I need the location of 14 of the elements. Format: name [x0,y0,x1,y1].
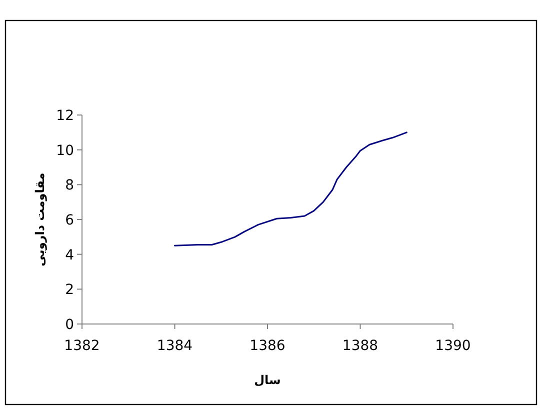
y-axis-title: مقاومت دارویی [33,172,47,266]
x-tick-label: 1384 [156,338,193,354]
x-tick-label: 1390 [435,338,471,354]
y-tick-label: 2 [65,282,74,298]
x-tick-label: 1382 [64,338,100,354]
x-axis-title: سال [254,373,281,387]
y-tick-label: 8 [65,178,74,194]
x-tick-label: 1386 [250,338,286,354]
y-tick-label: 4 [65,247,74,264]
y-tick-label: 12 [56,108,74,124]
x-tick-label: 1388 [342,338,378,354]
y-tick-label: 6 [65,212,74,228]
y-tick-label: 10 [56,142,74,159]
y-tick-label: 0 [65,317,74,333]
